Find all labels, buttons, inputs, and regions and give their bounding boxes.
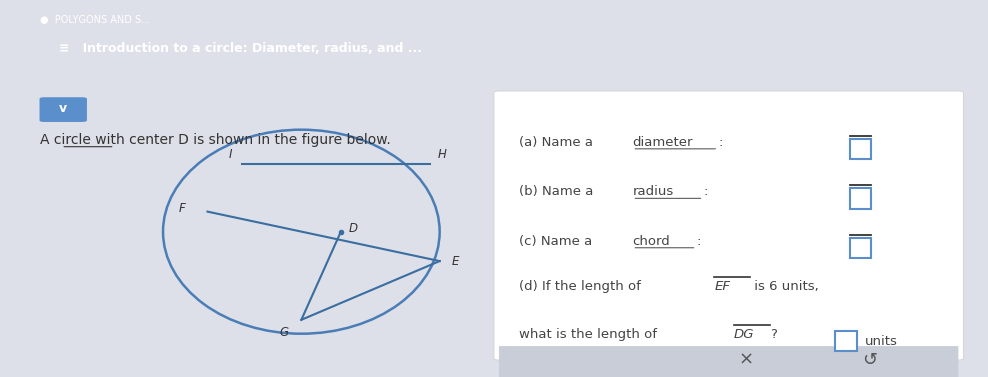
Text: E: E [452,254,459,268]
FancyBboxPatch shape [40,97,87,122]
FancyBboxPatch shape [850,188,871,208]
Text: :: : [697,235,700,248]
Text: D: D [348,222,358,235]
Text: (d) If the length of: (d) If the length of [519,280,645,293]
Text: ●  POLYGONS AND S...: ● POLYGONS AND S... [40,15,149,25]
Text: F: F [179,202,185,215]
Text: (a) Name a: (a) Name a [519,136,597,149]
Text: (b) Name a: (b) Name a [519,185,598,198]
Text: G: G [279,326,288,339]
Text: what is the length of: what is the length of [519,328,661,340]
Text: (c) Name a: (c) Name a [519,235,596,248]
Text: ≡   Introduction to a circle: Diameter, radius, and ...: ≡ Introduction to a circle: Diameter, ra… [59,42,422,55]
Text: ↺: ↺ [862,351,877,369]
FancyBboxPatch shape [494,91,963,360]
Text: radius: radius [632,185,674,198]
Text: DG: DG [734,328,755,340]
Text: ×: × [738,351,754,369]
Text: v: v [59,102,67,115]
Text: diameter: diameter [632,136,693,149]
Text: :: : [703,185,707,198]
FancyBboxPatch shape [835,331,857,351]
Text: H: H [439,148,447,161]
Text: EF: EF [714,280,730,293]
Text: is 6 units,: is 6 units, [750,280,819,293]
Text: :: : [718,136,722,149]
Text: A circle with center D is shown in the figure below.: A circle with center D is shown in the f… [40,133,390,147]
FancyBboxPatch shape [499,346,958,377]
FancyBboxPatch shape [850,139,871,159]
Text: ?: ? [770,328,777,340]
FancyBboxPatch shape [850,238,871,258]
Text: chord: chord [632,235,670,248]
Text: units: units [864,335,897,348]
Text: I: I [228,148,232,161]
